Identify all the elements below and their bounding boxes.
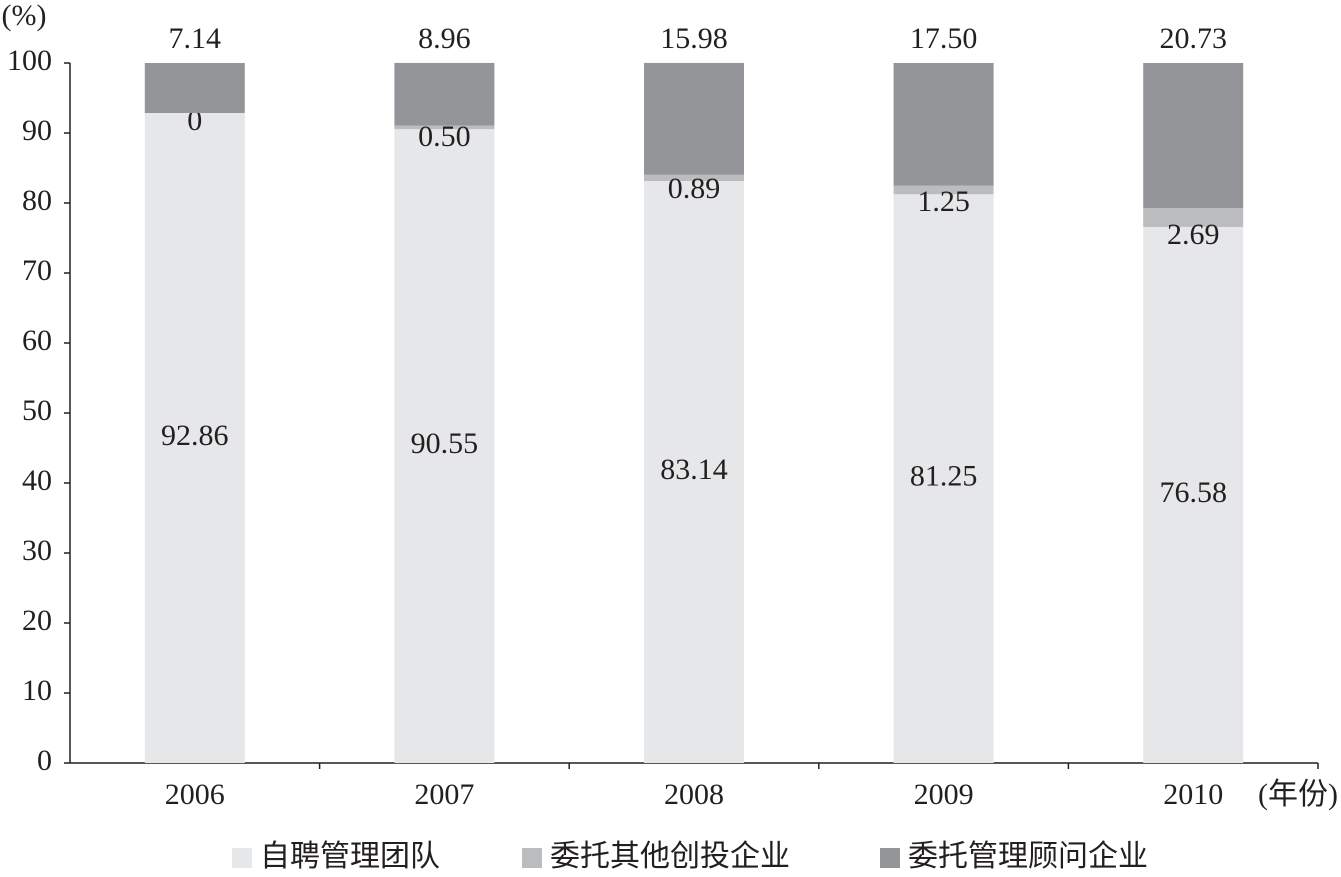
y-tick-label: 0 xyxy=(37,744,52,777)
x-tick-label: 2010 xyxy=(1163,778,1223,811)
bar-segment xyxy=(644,174,744,182)
data-label: 92.86 xyxy=(161,419,229,452)
legend-swatch xyxy=(880,848,900,868)
bar-segment xyxy=(1143,208,1244,227)
y-tick-label: 90 xyxy=(22,114,52,147)
legend-label: 委托其他创投企业 xyxy=(550,840,790,873)
data-label: 0.89 xyxy=(668,172,721,205)
bar-segment xyxy=(893,194,994,763)
y-tick-label: 70 xyxy=(22,254,52,287)
y-tick-label: 100 xyxy=(7,44,52,77)
bar-segment xyxy=(644,62,744,175)
y-tick-label: 30 xyxy=(22,534,52,567)
data-label: 81.25 xyxy=(910,460,978,493)
y-tick-label: 80 xyxy=(22,184,52,217)
x-tick-label: 2008 xyxy=(664,778,724,811)
bar-segment xyxy=(893,63,994,186)
bar-segment xyxy=(144,63,245,113)
legend-swatch xyxy=(522,848,542,868)
legend-label: 自聘管理团队 xyxy=(260,840,440,873)
x-tick-label: 2006 xyxy=(165,778,225,811)
x-axis-label: (年份) xyxy=(1258,778,1338,811)
data-label: 1.25 xyxy=(917,185,970,218)
data-label: 76.58 xyxy=(1159,476,1227,509)
bar-segment xyxy=(1143,226,1244,763)
y-tick-label: 50 xyxy=(22,394,52,427)
data-label: 15.98 xyxy=(660,22,728,55)
data-label: 7.14 xyxy=(169,22,222,55)
bar-segment xyxy=(394,62,495,126)
data-label: 17.50 xyxy=(910,22,978,55)
data-label: 20.73 xyxy=(1159,22,1227,55)
x-tick-label: 2007 xyxy=(414,778,474,811)
bar-segment xyxy=(1143,63,1244,209)
y-tick-label: 40 xyxy=(22,464,52,497)
data-label: 83.14 xyxy=(660,453,728,486)
y-tick-label: 60 xyxy=(22,324,52,357)
legend-swatch xyxy=(232,848,252,868)
y-tick-label: 10 xyxy=(22,674,52,707)
y-axis-label: (%) xyxy=(2,0,47,32)
bar-segment xyxy=(644,181,744,763)
legend-label: 委托管理顾问企业 xyxy=(908,840,1148,873)
x-tick-label: 2009 xyxy=(914,778,974,811)
data-label: 90.55 xyxy=(411,427,479,460)
data-label: 8.96 xyxy=(418,22,471,55)
bar-segment xyxy=(394,129,495,763)
bar-segment xyxy=(893,185,994,195)
y-tick-label: 20 xyxy=(22,604,52,637)
data-label: 2.69 xyxy=(1167,218,1220,251)
bar-segment xyxy=(144,112,245,764)
bar-segment xyxy=(394,125,495,130)
